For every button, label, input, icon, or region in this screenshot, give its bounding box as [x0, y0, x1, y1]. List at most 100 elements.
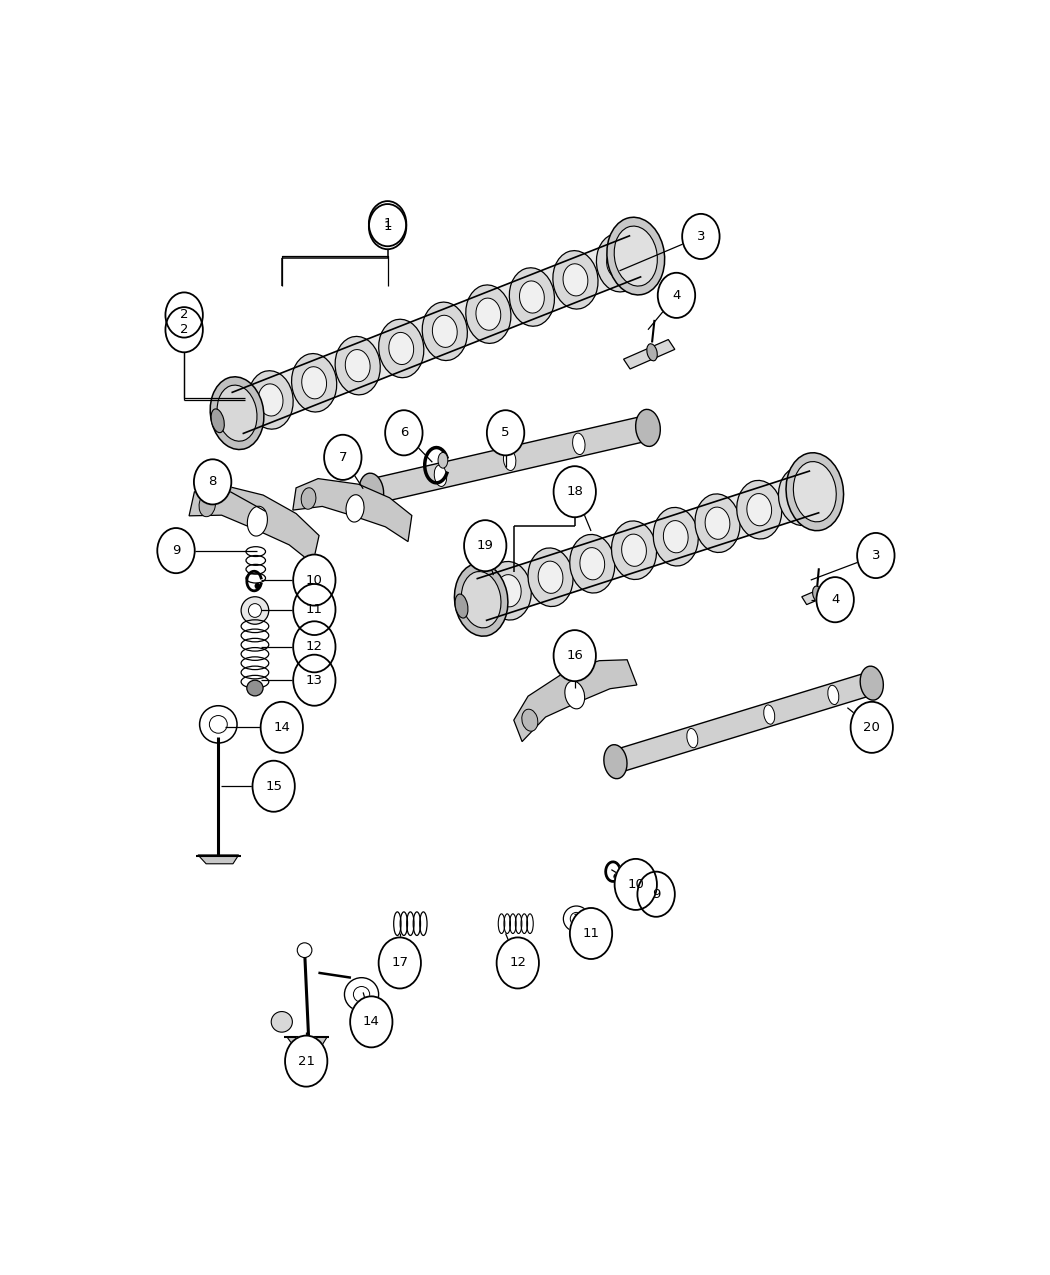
Ellipse shape	[664, 520, 688, 553]
Ellipse shape	[297, 942, 312, 958]
Ellipse shape	[248, 371, 293, 430]
Ellipse shape	[565, 681, 585, 709]
Polygon shape	[624, 339, 675, 368]
Text: 20: 20	[863, 720, 880, 734]
Circle shape	[285, 1035, 328, 1086]
Ellipse shape	[209, 715, 227, 733]
Ellipse shape	[539, 561, 563, 593]
Ellipse shape	[435, 465, 446, 487]
Circle shape	[293, 555, 336, 606]
Text: 6: 6	[400, 426, 408, 440]
Ellipse shape	[596, 233, 642, 292]
Text: 12: 12	[509, 956, 526, 969]
Text: 1: 1	[383, 217, 392, 231]
Ellipse shape	[455, 594, 468, 618]
Circle shape	[817, 578, 854, 622]
Ellipse shape	[604, 745, 627, 779]
Circle shape	[614, 859, 657, 910]
Text: 9: 9	[172, 544, 181, 557]
Ellipse shape	[860, 666, 883, 700]
Text: 13: 13	[306, 673, 322, 687]
Ellipse shape	[528, 548, 573, 607]
Circle shape	[637, 872, 675, 917]
Ellipse shape	[706, 507, 730, 539]
Circle shape	[194, 459, 231, 505]
Circle shape	[166, 292, 203, 338]
Text: 3: 3	[696, 230, 706, 244]
Ellipse shape	[747, 493, 772, 525]
Ellipse shape	[570, 913, 583, 926]
Polygon shape	[802, 585, 835, 604]
Ellipse shape	[520, 280, 544, 314]
Text: 18: 18	[566, 486, 583, 499]
Text: 4: 4	[672, 289, 680, 302]
Text: 10: 10	[306, 574, 322, 586]
Ellipse shape	[359, 473, 383, 510]
Ellipse shape	[346, 495, 364, 521]
Ellipse shape	[301, 367, 327, 399]
Ellipse shape	[778, 467, 823, 525]
Text: 16: 16	[566, 649, 583, 662]
Ellipse shape	[611, 521, 656, 580]
Ellipse shape	[255, 583, 259, 589]
Ellipse shape	[647, 344, 657, 361]
Ellipse shape	[210, 377, 264, 450]
Circle shape	[369, 201, 406, 246]
Ellipse shape	[607, 217, 665, 295]
Text: 14: 14	[273, 720, 290, 734]
Ellipse shape	[476, 298, 501, 330]
Polygon shape	[513, 659, 637, 742]
Ellipse shape	[503, 449, 516, 470]
Ellipse shape	[200, 706, 237, 743]
Ellipse shape	[763, 705, 775, 724]
Circle shape	[293, 654, 336, 706]
Ellipse shape	[422, 302, 467, 361]
Ellipse shape	[248, 506, 268, 536]
Ellipse shape	[614, 226, 657, 286]
Text: 4: 4	[831, 593, 839, 606]
Circle shape	[464, 520, 506, 571]
Circle shape	[682, 214, 719, 259]
Ellipse shape	[486, 561, 531, 620]
Ellipse shape	[509, 268, 554, 326]
Polygon shape	[189, 484, 319, 564]
Text: 2: 2	[180, 324, 188, 337]
Ellipse shape	[789, 481, 814, 513]
Ellipse shape	[455, 564, 508, 636]
Polygon shape	[370, 416, 650, 504]
Ellipse shape	[247, 680, 264, 696]
Ellipse shape	[570, 534, 615, 593]
Ellipse shape	[354, 987, 370, 1002]
Ellipse shape	[607, 246, 631, 279]
Polygon shape	[287, 1037, 328, 1044]
Circle shape	[350, 996, 393, 1047]
Polygon shape	[231, 236, 642, 434]
Ellipse shape	[379, 319, 424, 377]
Text: 1: 1	[383, 221, 392, 233]
Ellipse shape	[461, 571, 501, 627]
Ellipse shape	[813, 586, 822, 602]
Circle shape	[293, 621, 336, 672]
Text: 5: 5	[501, 426, 510, 440]
Ellipse shape	[794, 462, 836, 521]
Text: 19: 19	[477, 539, 493, 552]
Ellipse shape	[433, 315, 457, 347]
Ellipse shape	[335, 337, 380, 395]
Circle shape	[252, 761, 295, 812]
Text: 11: 11	[306, 603, 322, 616]
Ellipse shape	[580, 548, 605, 580]
Circle shape	[379, 937, 421, 988]
Ellipse shape	[388, 333, 414, 365]
Text: 3: 3	[872, 550, 880, 562]
Ellipse shape	[466, 284, 511, 343]
Ellipse shape	[242, 597, 269, 625]
Circle shape	[553, 630, 596, 681]
Polygon shape	[293, 478, 412, 542]
Polygon shape	[613, 672, 875, 773]
Circle shape	[657, 273, 695, 317]
Ellipse shape	[522, 709, 538, 731]
Text: 12: 12	[306, 640, 322, 653]
Circle shape	[850, 701, 892, 752]
Ellipse shape	[572, 434, 585, 455]
Ellipse shape	[497, 575, 521, 607]
